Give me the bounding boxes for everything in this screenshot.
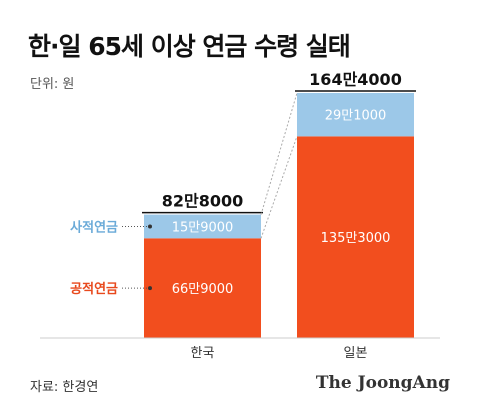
category-label-0: 한국: [191, 346, 215, 361]
connector-public-top: [260, 136, 298, 239]
data-label-private-1: 29만1000: [325, 109, 387, 124]
bar-private-pension-0: [144, 214, 261, 239]
unit-label: 단위: 원: [30, 77, 75, 92]
bar-public-pension-0: [144, 238, 261, 338]
category-label-1: 일본: [344, 346, 368, 361]
legend-public-pension: 공적연금: [70, 281, 118, 297]
total-label-1: 164만4000: [309, 70, 402, 89]
total-label-0: 82만8000: [162, 192, 244, 211]
bar-private-pension-1: [297, 93, 414, 137]
data-label-private-0: 15만9000: [172, 220, 234, 235]
connector-private-top: [260, 92, 298, 215]
chart-title: 한·일 65세 이상 연금 수령 실태: [28, 32, 351, 61]
brand-logo: The JoongAng: [315, 373, 450, 393]
legend-private-pension: 사적연금: [70, 219, 118, 235]
legend-dot-private: [148, 224, 152, 229]
data-label-public-1: 135만3000: [321, 231, 391, 246]
bar-public-pension-1: [297, 136, 414, 338]
data-label-public-0: 66만9000: [172, 282, 234, 297]
legend-dot-public: [148, 286, 152, 291]
source-label: 자료: 한경연: [30, 380, 99, 395]
